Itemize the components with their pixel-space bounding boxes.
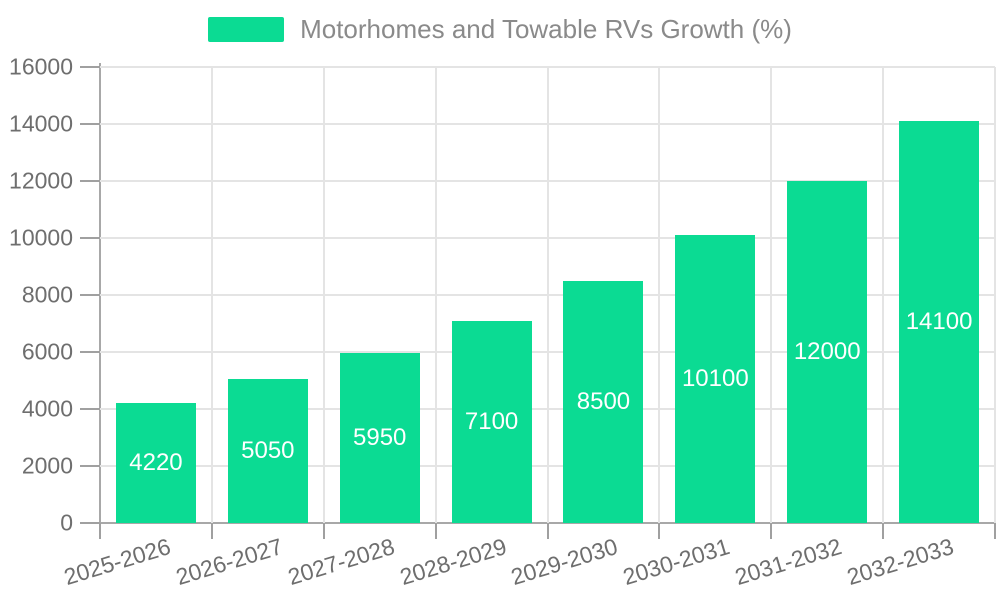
x-axis-tick	[658, 523, 661, 539]
x-axis-tick	[210, 523, 213, 539]
v-gridline	[210, 67, 213, 523]
x-axis-tick	[99, 523, 101, 539]
y-axis-tick-label: 12000	[9, 167, 73, 194]
y-axis-tick-label: 14000	[9, 110, 73, 137]
x-axis-tick	[770, 523, 773, 539]
bar-2032-2033[interactable]	[899, 121, 980, 523]
v-gridline	[882, 67, 885, 523]
y-axis-tick-label: 0	[60, 509, 73, 536]
y-axis-tick	[80, 180, 100, 182]
bar-value-label: 5950	[352, 424, 407, 452]
y-axis-tick	[80, 351, 100, 353]
bar-2030-2031[interactable]	[675, 235, 756, 523]
bar-value-label: 5050	[241, 437, 295, 465]
y-axis-tick	[80, 66, 100, 68]
x-axis-category-label: 2030-2031	[620, 533, 733, 591]
x-axis-category-label: 2025-2026	[60, 533, 174, 591]
y-axis-tick	[80, 294, 100, 296]
legend[interactable]: Motorhomes and Towable RVs Growth (%)	[0, 14, 1000, 45]
bar-value-label: 14100	[905, 308, 973, 336]
y-axis-tick	[80, 522, 100, 524]
bar-2028-2029[interactable]	[451, 320, 532, 523]
x-axis-category-label: 2031-2032	[731, 533, 845, 591]
v-gridline	[994, 67, 996, 523]
v-gridline	[658, 67, 661, 523]
x-axis-category-label: 2026-2027	[172, 533, 286, 591]
y-axis-tick	[80, 408, 100, 410]
bar-value-label: 8500	[576, 387, 631, 415]
y-axis-tick-label: 4000	[21, 395, 73, 422]
legend-label: Motorhomes and Towable RVs Growth (%)	[300, 14, 792, 44]
x-axis-category-label: 2028-2029	[396, 533, 510, 591]
bar-2029-2030[interactable]	[563, 280, 644, 523]
v-gridline	[770, 67, 773, 523]
legend-swatch	[208, 17, 285, 42]
x-axis-category-label: 2027-2028	[284, 533, 398, 591]
y-axis-tick	[80, 465, 100, 467]
plot-area: 0 2000 4000 6000 8000 10000 12000 14000 16000 422…	[9, 54, 996, 590]
y-axis-tick-label: 8000	[21, 281, 73, 308]
y-axis-tick	[80, 237, 100, 239]
bar-value-label: 4220	[129, 448, 183, 476]
y-axis-tick-label: 2000	[21, 452, 73, 479]
v-gridline	[434, 67, 437, 523]
bar-2027-2028[interactable]	[339, 353, 420, 523]
y-axis-line	[99, 63, 101, 523]
x-axis-line	[80, 522, 995, 524]
x-axis-tick	[546, 523, 549, 539]
x-axis-tick	[434, 523, 437, 539]
x-axis-tick	[994, 523, 996, 539]
bar-2025-2026[interactable]	[115, 402, 196, 523]
y-axis-tick-label: 16000	[9, 53, 73, 80]
bar-value-label: 10100	[681, 365, 749, 393]
y-axis-tick	[80, 123, 100, 125]
bar-value-label: 12000	[793, 338, 861, 365]
x-axis-tick	[882, 523, 885, 539]
v-gridline	[322, 67, 325, 523]
v-gridline	[546, 67, 549, 523]
y-axis-tick-label: 10000	[9, 224, 73, 251]
x-axis-category-label: 2032-2033	[843, 533, 957, 591]
bar-2031-2032[interactable]	[787, 181, 868, 523]
x-axis-category-label: 2029-2030	[508, 533, 622, 591]
bar-value-label: 7100	[464, 407, 519, 435]
x-axis-tick	[322, 523, 325, 539]
y-axis-tick-label: 6000	[21, 338, 73, 365]
bar-2026-2027[interactable]	[227, 379, 308, 523]
